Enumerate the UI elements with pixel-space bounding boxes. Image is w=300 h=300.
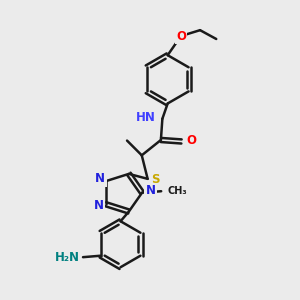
Text: O: O <box>187 134 197 147</box>
Text: N: N <box>146 184 156 197</box>
Text: HN: HN <box>136 111 156 124</box>
Text: N: N <box>95 172 105 185</box>
Text: H₂N: H₂N <box>55 251 80 264</box>
Text: N: N <box>94 199 104 212</box>
Text: CH₃: CH₃ <box>168 186 187 196</box>
Text: S: S <box>151 173 160 186</box>
Text: O: O <box>176 30 186 43</box>
